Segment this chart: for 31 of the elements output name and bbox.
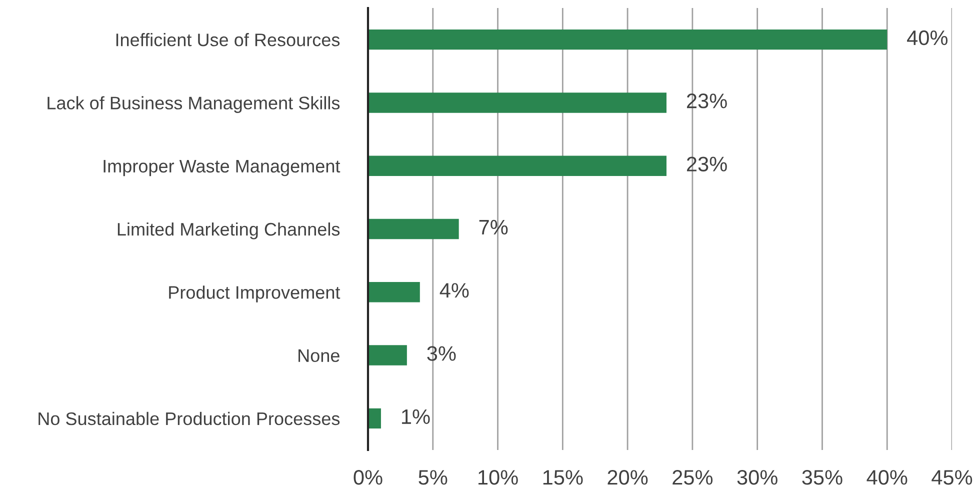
data-label: 1% — [402, 409, 430, 424]
data-label: 40% — [907, 30, 948, 46]
y-tick-label: Inefficient Use of Resources — [116, 33, 340, 46]
data-label: 23% — [686, 156, 727, 172]
x-tick-label: 35% — [802, 470, 842, 485]
x-tick-label: 0% — [354, 470, 382, 485]
bar — [368, 156, 666, 176]
x-tick-label: 30% — [737, 470, 778, 485]
bar — [368, 345, 407, 366]
data-label: 23% — [686, 94, 727, 108]
x-tick-label: 10% — [478, 470, 518, 485]
bar — [368, 282, 420, 302]
x-tick-label: 15% — [543, 470, 583, 485]
data-label: 3% — [427, 346, 456, 361]
y-tick-label: No Sustainable Production Processes — [38, 412, 340, 426]
y-tick-label: Lack of Business Management Skills — [48, 96, 340, 114]
x-tick-label: 5% — [418, 470, 448, 485]
bar — [368, 92, 666, 113]
y-tick-label: Product Improvement — [169, 286, 340, 302]
data-label: 4% — [440, 283, 469, 298]
bar — [368, 29, 888, 50]
x-tick-label: 20% — [608, 470, 648, 485]
y-tick-label: Improper Waste Management — [104, 160, 340, 176]
x-tick-label: 45% — [932, 470, 972, 485]
y-tick-label: Limited Marketing Channels — [118, 222, 340, 240]
y-tick-label: None — [298, 349, 340, 362]
bar — [368, 218, 459, 240]
x-tick-label: 40% — [866, 470, 908, 485]
x-tick-label: 25% — [672, 470, 713, 485]
bar — [368, 408, 381, 429]
data-label: 7% — [479, 220, 508, 235]
